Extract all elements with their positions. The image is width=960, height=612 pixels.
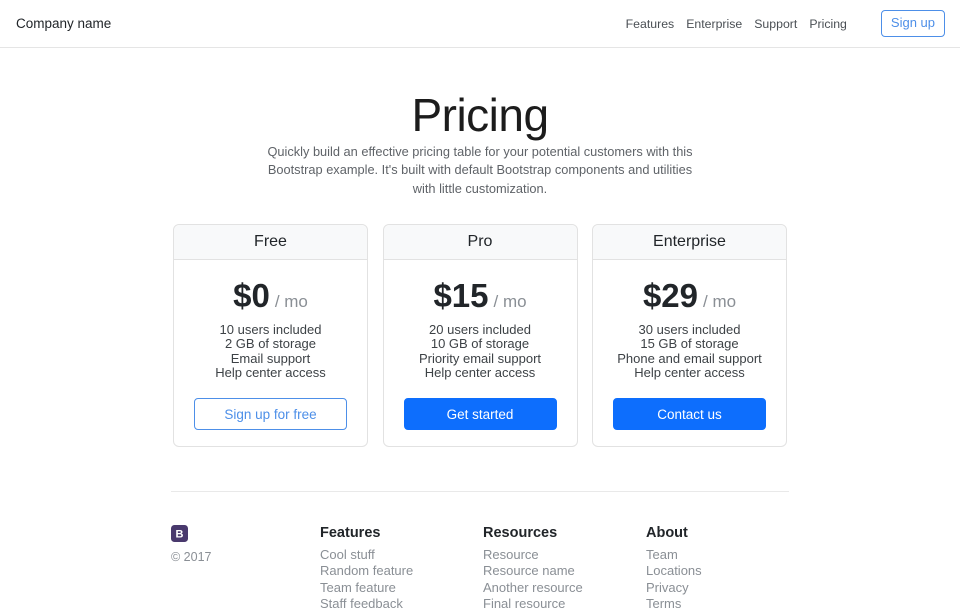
svg-text:B: B xyxy=(176,529,184,541)
